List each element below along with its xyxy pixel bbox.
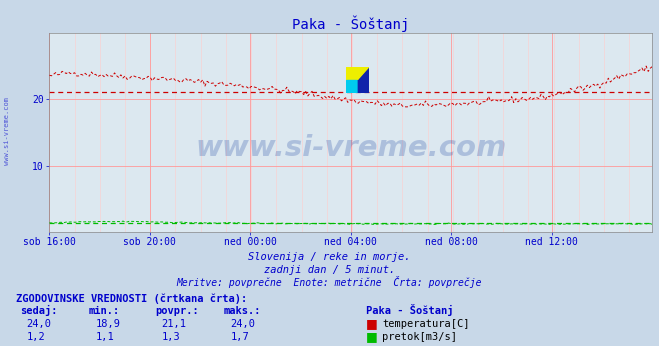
Text: 18,9: 18,9	[96, 319, 121, 329]
Text: www.si-vreme.com: www.si-vreme.com	[195, 134, 507, 162]
Text: 1,1: 1,1	[96, 332, 114, 342]
Text: Paka - Šoštanj: Paka - Šoštanj	[366, 304, 453, 316]
Text: 24,0: 24,0	[231, 319, 256, 329]
Text: Slovenija / reke in morje.: Slovenija / reke in morje.	[248, 252, 411, 262]
Text: temperatura[C]: temperatura[C]	[382, 319, 470, 329]
Text: ■: ■	[366, 317, 378, 330]
Bar	[346, 80, 358, 93]
Text: sedaj:: sedaj:	[20, 305, 57, 316]
Polygon shape	[358, 67, 369, 80]
Text: ■: ■	[366, 330, 378, 343]
Text: Meritve: povprečne  Enote: metrične  Črta: povprečje: Meritve: povprečne Enote: metrične Črta:…	[177, 276, 482, 289]
Text: maks.:: maks.:	[224, 306, 262, 316]
Text: pretok[m3/s]: pretok[m3/s]	[382, 332, 457, 342]
Text: 1,2: 1,2	[26, 332, 45, 342]
Text: 1,3: 1,3	[161, 332, 180, 342]
Text: povpr.:: povpr.:	[155, 306, 198, 316]
Text: www.si-vreme.com: www.si-vreme.com	[3, 98, 10, 165]
Text: ZGODOVINSKE VREDNOSTI (črtkana črta):: ZGODOVINSKE VREDNOSTI (črtkana črta):	[16, 293, 248, 304]
Polygon shape	[358, 67, 369, 93]
Text: 24,0: 24,0	[26, 319, 51, 329]
Text: zadnji dan / 5 minut.: zadnji dan / 5 minut.	[264, 265, 395, 275]
Bar	[346, 67, 358, 80]
Bar	[358, 67, 369, 93]
Text: 1,7: 1,7	[231, 332, 249, 342]
Title: Paka - Šoštanj: Paka - Šoštanj	[293, 15, 409, 32]
Text: 21,1: 21,1	[161, 319, 186, 329]
Text: min.:: min.:	[89, 306, 120, 316]
